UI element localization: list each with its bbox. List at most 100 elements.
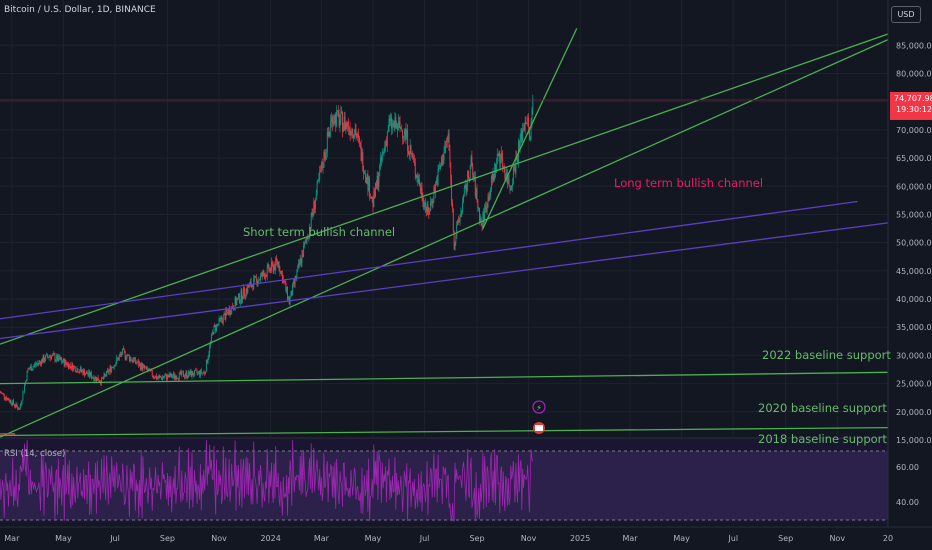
candle-body <box>259 279 261 281</box>
candle-body <box>314 200 316 210</box>
candle-body <box>28 368 30 370</box>
candle-body <box>223 313 225 316</box>
candle-body <box>26 371 28 381</box>
candle-body <box>370 198 372 199</box>
candle-body <box>304 239 306 244</box>
candle-body <box>58 355 60 360</box>
candle-body <box>57 355 58 362</box>
candle-body <box>227 311 229 315</box>
candle-body <box>210 334 212 342</box>
candle-body <box>507 177 509 184</box>
candle-body <box>135 362 137 364</box>
candle-body <box>307 237 309 239</box>
candle-body <box>106 370 108 372</box>
candle-body <box>221 320 223 323</box>
candle-body <box>59 357 61 360</box>
candle-body <box>368 178 370 191</box>
candle-body <box>501 152 503 168</box>
candle-body <box>331 116 333 126</box>
candle-body <box>431 201 433 204</box>
candle-body <box>238 293 239 298</box>
candle-body <box>395 117 397 129</box>
baseline-2020-line[interactable] <box>0 426 889 437</box>
candle-body <box>400 128 402 130</box>
time-tick-label: Mar <box>623 534 639 543</box>
candle-body <box>75 371 77 373</box>
candle-body <box>374 191 376 197</box>
candle-body <box>495 163 497 173</box>
flag-stripe <box>535 425 543 431</box>
candle-body <box>478 207 480 209</box>
candle-body <box>510 185 512 190</box>
candle-body <box>402 136 404 139</box>
annotation-2020-baseline: 2020 baseline support <box>758 401 887 415</box>
annotation-long-term: Long term bullish channel <box>614 176 763 190</box>
candle-body <box>119 354 121 356</box>
candle-body <box>264 274 266 279</box>
purple-trendline-lower[interactable] <box>0 222 889 340</box>
candle-body <box>158 376 160 379</box>
candle-body <box>0 392 2 394</box>
currency-button[interactable]: USD <box>891 6 921 23</box>
rsi-line <box>0 439 534 522</box>
candle-body <box>341 111 343 113</box>
price-tick-label: 50,000.00 <box>896 239 932 248</box>
candle-body <box>25 380 27 382</box>
candle-body <box>345 123 347 130</box>
candle-body <box>109 366 111 371</box>
candle-body <box>514 166 516 173</box>
candle-body <box>343 116 345 127</box>
candle-body <box>79 371 80 373</box>
candle-body <box>166 374 168 380</box>
candle-body <box>144 365 146 369</box>
candle-body <box>164 376 166 378</box>
candle-body <box>134 357 136 363</box>
candle-body <box>339 120 341 127</box>
candle-body <box>315 200 316 210</box>
rsi-level-label: 60.00 <box>896 463 919 472</box>
candle-body <box>381 153 383 161</box>
steep-support-line[interactable] <box>482 28 578 229</box>
candle-body <box>338 114 340 127</box>
candle-body <box>346 123 348 127</box>
candle-body <box>29 366 31 369</box>
candle-body <box>273 265 275 272</box>
candle-body <box>114 365 116 367</box>
candle-body <box>498 152 500 156</box>
candle-body <box>290 290 292 298</box>
candle-body <box>216 324 217 331</box>
purple-trendline-upper[interactable] <box>0 200 858 320</box>
candle-body <box>53 353 55 355</box>
candle-body <box>382 151 384 154</box>
candle-body <box>323 151 325 168</box>
candle-body <box>466 186 468 193</box>
time-tick-label: Sep <box>160 534 175 543</box>
drawings[interactable] <box>0 28 889 438</box>
candle-body <box>269 268 271 272</box>
candle-body <box>352 128 354 136</box>
candle-body <box>136 363 138 364</box>
long-term-channel-line[interactable] <box>0 39 889 438</box>
candle-body <box>87 374 89 375</box>
candle-body <box>347 121 349 127</box>
candle-body <box>319 171 321 179</box>
candle-body <box>394 117 396 128</box>
candle-body <box>463 194 464 202</box>
candle-body <box>232 306 234 309</box>
candle-body <box>21 400 23 404</box>
baseline-2022-line[interactable] <box>0 371 889 385</box>
candle-body <box>413 157 415 160</box>
short-term-channel-upper[interactable] <box>0 33 889 345</box>
candle-body <box>121 354 123 356</box>
candle-body <box>222 315 224 323</box>
candle-body <box>19 408 20 410</box>
candle-body <box>336 110 338 112</box>
candle-body <box>453 230 455 250</box>
candle-body <box>61 359 63 363</box>
candle-body <box>188 371 190 375</box>
time-tick-label: 2025 <box>570 534 590 543</box>
candle-body <box>405 129 407 138</box>
candle-body <box>118 355 120 361</box>
